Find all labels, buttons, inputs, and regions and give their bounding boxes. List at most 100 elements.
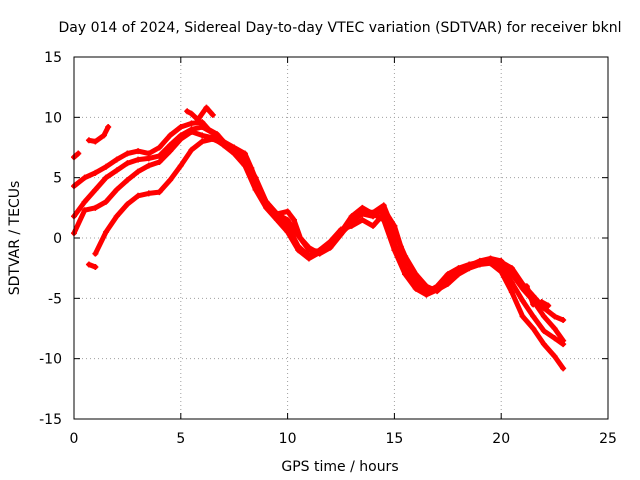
data-point <box>538 298 545 305</box>
data-point <box>81 198 88 205</box>
data-point <box>530 313 537 320</box>
data-point <box>199 123 206 130</box>
x-tick-label: 15 <box>385 431 403 447</box>
data-point <box>199 138 206 145</box>
series-fragment-5 <box>524 283 551 309</box>
x-tick-label: 5 <box>176 431 185 447</box>
data-point <box>434 286 441 293</box>
data-point <box>508 271 515 278</box>
data-point <box>327 241 334 248</box>
data-point <box>167 132 174 139</box>
data-point <box>380 216 387 223</box>
data-point <box>523 283 530 290</box>
data-point <box>370 210 377 217</box>
data-point <box>530 325 537 332</box>
data-point <box>476 261 483 268</box>
series-fragment-2 <box>86 124 111 144</box>
data-point <box>85 137 92 144</box>
data-point <box>103 228 110 235</box>
data-point <box>241 162 248 169</box>
data-point <box>103 163 110 170</box>
data-point <box>92 138 99 145</box>
data-point <box>380 202 387 209</box>
data-point <box>100 132 107 139</box>
data-point <box>177 123 184 130</box>
data-point <box>519 285 526 292</box>
data-point <box>231 150 238 157</box>
data-point <box>487 260 494 267</box>
x-tick-label: 20 <box>492 431 510 447</box>
data-point <box>167 177 174 184</box>
x-tick-label: 10 <box>279 431 297 447</box>
data-point <box>498 268 505 275</box>
data-point <box>305 247 312 254</box>
y-axis-title: SDTVAR / TECUs <box>7 181 23 296</box>
data-point <box>188 110 195 117</box>
data-point <box>113 156 120 163</box>
data-point <box>455 267 462 274</box>
data-point <box>295 232 302 239</box>
data-point <box>402 253 409 260</box>
data-point <box>540 313 547 320</box>
data-point <box>540 341 547 348</box>
data-point <box>92 250 99 257</box>
data-point <box>560 341 567 348</box>
data-point <box>156 152 163 159</box>
data-series <box>71 104 567 372</box>
data-point <box>291 216 298 223</box>
data-point <box>284 222 291 229</box>
data-point <box>380 210 387 217</box>
y-tick-label: -10 <box>39 352 62 368</box>
data-point <box>530 301 537 308</box>
data-point <box>188 120 195 127</box>
data-point <box>519 297 526 304</box>
data-point <box>156 144 163 151</box>
data-point <box>124 150 131 157</box>
data-point <box>305 255 312 262</box>
data-point <box>135 168 142 175</box>
data-point <box>338 228 344 235</box>
data-point <box>348 213 355 220</box>
data-point <box>551 335 558 342</box>
data-point <box>519 313 526 320</box>
data-point <box>263 204 270 211</box>
data-point <box>167 148 174 155</box>
data-point <box>135 148 142 155</box>
data-point <box>92 263 99 270</box>
data-point <box>220 140 227 147</box>
data-point <box>203 104 210 111</box>
y-tick-label: 15 <box>44 50 62 66</box>
data-point <box>85 261 92 268</box>
data-point <box>156 189 163 196</box>
data-point <box>135 192 142 199</box>
data-point <box>402 271 409 278</box>
data-point <box>391 247 398 254</box>
y-tick-label: 5 <box>53 171 62 187</box>
data-point <box>209 136 216 143</box>
data-point <box>92 204 99 211</box>
data-point <box>124 201 131 208</box>
data-point <box>241 150 248 157</box>
data-point <box>508 279 515 286</box>
x-tick-label: 0 <box>70 431 79 447</box>
data-point <box>199 132 206 139</box>
data-point <box>194 116 201 123</box>
x-tick-label: 25 <box>599 431 617 447</box>
data-point <box>423 291 430 298</box>
data-point <box>412 285 419 292</box>
data-point <box>560 317 567 324</box>
data-point <box>348 222 355 229</box>
chart-title: Day 014 of 2024, Sidereal Day-to-day VTE… <box>59 20 622 36</box>
data-point <box>177 162 184 169</box>
data-point <box>540 327 547 334</box>
y-tick-label: -15 <box>39 412 62 428</box>
data-point <box>105 123 112 130</box>
data-point <box>209 111 216 118</box>
data-point <box>551 353 558 360</box>
data-point <box>423 283 430 290</box>
data-point <box>359 204 366 211</box>
data-point <box>273 216 280 223</box>
data-point <box>444 277 451 284</box>
data-point <box>444 271 451 278</box>
